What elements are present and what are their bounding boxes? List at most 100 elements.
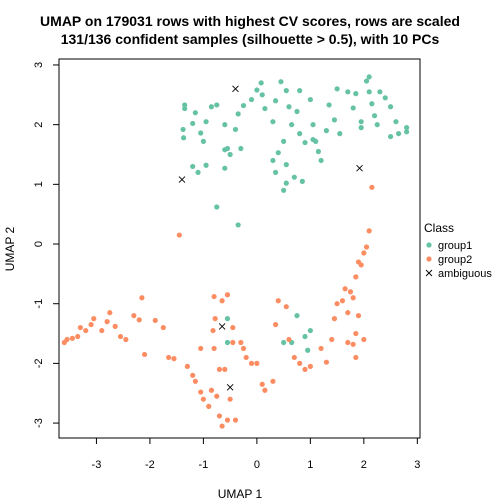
point-group2 bbox=[230, 339, 236, 346]
point-ambiguous bbox=[226, 383, 234, 391]
y-tick-label: -1 bbox=[33, 299, 45, 309]
point-group1 bbox=[180, 126, 186, 133]
point-group2 bbox=[238, 339, 244, 346]
point-group2 bbox=[232, 417, 239, 423]
point-group2 bbox=[91, 316, 97, 322]
point-group2 bbox=[224, 417, 231, 423]
point-group1 bbox=[273, 98, 279, 104]
point-group2 bbox=[345, 339, 351, 346]
point-group2 bbox=[123, 336, 129, 343]
point-group1 bbox=[195, 169, 201, 176]
plot-frame bbox=[58, 58, 421, 439]
point-group2 bbox=[323, 359, 330, 365]
point-group1 bbox=[310, 122, 316, 128]
point-group1 bbox=[289, 122, 295, 128]
point-group1 bbox=[366, 74, 372, 80]
point-ambiguous bbox=[178, 176, 186, 183]
series-group1 bbox=[180, 74, 410, 353]
point-group1 bbox=[214, 102, 220, 108]
point-group2 bbox=[275, 298, 281, 304]
point-group2 bbox=[211, 345, 217, 352]
x-axis-title: UMAP 1 bbox=[218, 487, 263, 501]
point-group1 bbox=[222, 122, 228, 128]
point-group1 bbox=[190, 120, 196, 127]
point-group2 bbox=[171, 356, 177, 362]
point-group2 bbox=[366, 228, 372, 234]
point-group1 bbox=[318, 157, 324, 164]
point-group2 bbox=[350, 341, 356, 347]
point-group2 bbox=[219, 423, 225, 429]
point-group1 bbox=[297, 131, 303, 137]
point-group1 bbox=[198, 130, 204, 136]
point-group2 bbox=[259, 381, 265, 387]
legend-label: ambiguous bbox=[438, 268, 492, 280]
point-group2 bbox=[99, 327, 105, 334]
point-group2 bbox=[353, 274, 359, 280]
point-group2 bbox=[200, 396, 206, 402]
point-group1 bbox=[302, 139, 308, 146]
x-tick-label: 2 bbox=[361, 459, 367, 471]
point-group2 bbox=[152, 317, 158, 324]
point-group2 bbox=[64, 336, 70, 343]
point-group1 bbox=[337, 131, 343, 137]
point-group2 bbox=[345, 310, 351, 316]
point-group2 bbox=[283, 304, 289, 310]
y-tick-label: 0 bbox=[33, 241, 45, 247]
point-group2 bbox=[224, 292, 231, 298]
point-group2 bbox=[339, 298, 346, 304]
point-group1 bbox=[393, 119, 399, 125]
point-group2 bbox=[198, 389, 204, 395]
point-group2 bbox=[190, 372, 196, 378]
data-points bbox=[61, 74, 410, 429]
point-group1 bbox=[227, 151, 233, 158]
x-tick-label: 1 bbox=[307, 459, 313, 471]
x-tick-label: -2 bbox=[145, 459, 155, 471]
point-group2 bbox=[176, 232, 182, 238]
point-group1 bbox=[331, 117, 338, 123]
point-group1 bbox=[281, 187, 287, 193]
point-group1 bbox=[315, 148, 321, 155]
x-tick-label: -3 bbox=[92, 459, 102, 471]
point-group2 bbox=[342, 286, 348, 292]
point-group2 bbox=[112, 323, 118, 329]
point-group2 bbox=[243, 354, 249, 361]
point-group1 bbox=[286, 104, 292, 110]
point-group1 bbox=[294, 313, 300, 319]
point-group2 bbox=[141, 351, 148, 358]
point-group2 bbox=[210, 327, 216, 334]
point-group1 bbox=[203, 162, 209, 168]
series-ambiguous bbox=[178, 85, 363, 391]
chart-subtitle: 131/136 confident samples (silhouette > … bbox=[61, 31, 440, 47]
legend-entry-group2: group2 bbox=[426, 254, 472, 266]
legend-label: group2 bbox=[438, 254, 472, 266]
point-group2 bbox=[358, 262, 364, 268]
point-group1 bbox=[262, 105, 268, 112]
point-group1 bbox=[313, 138, 319, 144]
y-tick-label: -2 bbox=[33, 359, 45, 369]
y-tick-label: -3 bbox=[33, 418, 45, 428]
point-group2 bbox=[75, 333, 81, 340]
point-group2 bbox=[347, 289, 354, 295]
legend-marker bbox=[425, 269, 433, 277]
point-group1 bbox=[345, 89, 351, 95]
y-tick-label: 1 bbox=[33, 181, 45, 187]
point-group1 bbox=[248, 96, 255, 103]
y-tick-label: 2 bbox=[33, 122, 45, 128]
point-group1 bbox=[240, 102, 247, 109]
point-group1 bbox=[278, 79, 284, 85]
point-group2 bbox=[131, 313, 137, 319]
point-group2 bbox=[184, 363, 190, 369]
point-group1 bbox=[396, 131, 402, 137]
point-group1 bbox=[323, 128, 330, 134]
point-group2 bbox=[160, 324, 166, 331]
point-group2 bbox=[136, 317, 142, 323]
point-group1 bbox=[374, 122, 380, 128]
point-group1 bbox=[358, 125, 364, 131]
point-group2 bbox=[331, 316, 338, 322]
point-group1 bbox=[294, 108, 300, 115]
point-group1 bbox=[235, 222, 241, 228]
point-group2 bbox=[192, 378, 198, 384]
point-group2 bbox=[117, 333, 124, 340]
point-group2 bbox=[297, 360, 303, 366]
point-group1 bbox=[270, 157, 276, 164]
